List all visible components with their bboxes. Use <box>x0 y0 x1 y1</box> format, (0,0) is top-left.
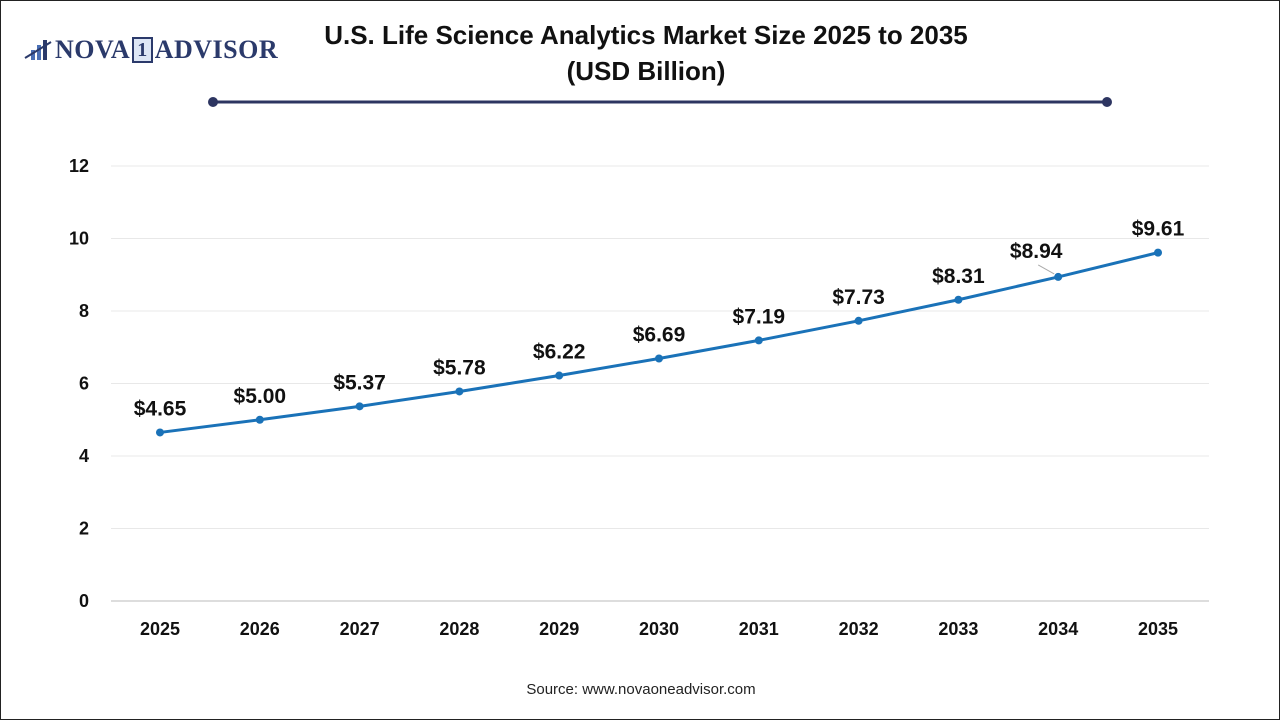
y-tick-label: 0 <box>79 591 89 611</box>
data-point <box>954 295 963 304</box>
data-point <box>1054 272 1063 281</box>
data-label: $9.61 <box>1132 218 1185 241</box>
x-tick-label: 2032 <box>839 619 879 639</box>
y-tick-label: 12 <box>69 156 89 176</box>
logo-text-right: ADVISOR <box>154 35 279 64</box>
data-label: $5.00 <box>234 385 287 408</box>
x-tick-label: 2031 <box>739 619 779 639</box>
data-label: $7.73 <box>832 286 885 309</box>
data-label: $6.22 <box>533 341 586 364</box>
data-point <box>555 371 564 380</box>
x-tick-label: 2025 <box>140 619 180 639</box>
data-label: $7.19 <box>733 305 786 328</box>
data-point <box>1154 248 1162 257</box>
data-point <box>255 415 264 424</box>
x-tick-label: 2030 <box>639 619 679 639</box>
data-label: $4.65 <box>134 397 187 420</box>
chart-title: U.S. Life Science Analytics Market Size … <box>324 20 968 50</box>
y-tick-label: 4 <box>79 446 89 466</box>
data-point <box>854 316 863 325</box>
y-tick-label: 2 <box>79 519 89 539</box>
chart-title-block: U.S. Life Science Analytics Market Size … <box>301 17 991 89</box>
x-tick-label: 2035 <box>1138 619 1178 639</box>
data-point <box>455 387 464 396</box>
y-tick-label: 10 <box>69 229 89 249</box>
data-label: $5.78 <box>433 356 486 379</box>
x-tick-label: 2034 <box>1038 619 1078 639</box>
data-label: $5.37 <box>333 371 386 394</box>
data-label: $6.69 <box>633 323 686 346</box>
data-point <box>355 402 364 411</box>
y-tick-label: 6 <box>79 374 89 394</box>
data-point <box>655 354 663 363</box>
data-point <box>156 428 164 437</box>
x-tick-label: 2033 <box>938 619 978 639</box>
x-tick-label: 2027 <box>340 619 380 639</box>
logo-bars-icon <box>24 40 52 60</box>
source-note: Source: www.novaoneadvisor.com <box>526 681 756 698</box>
logo-text-mid: 1 <box>132 37 153 63</box>
logo: NOVA 1 ADVISOR <box>23 35 278 65</box>
x-tick-label: 2028 <box>439 619 479 639</box>
leader-line <box>1037 264 1055 275</box>
y-tick-label: 8 <box>79 301 89 321</box>
data-label: $8.31 <box>932 265 985 288</box>
title-rule <box>208 97 1112 107</box>
data-point <box>754 336 763 345</box>
x-tick-label: 2026 <box>240 619 280 639</box>
chart-subtitle: (USD Billion) <box>566 56 726 86</box>
logo-text-left: NOVA <box>55 35 131 64</box>
data-label: $8.94 <box>1010 240 1063 263</box>
x-tick-label: 2029 <box>539 619 579 639</box>
